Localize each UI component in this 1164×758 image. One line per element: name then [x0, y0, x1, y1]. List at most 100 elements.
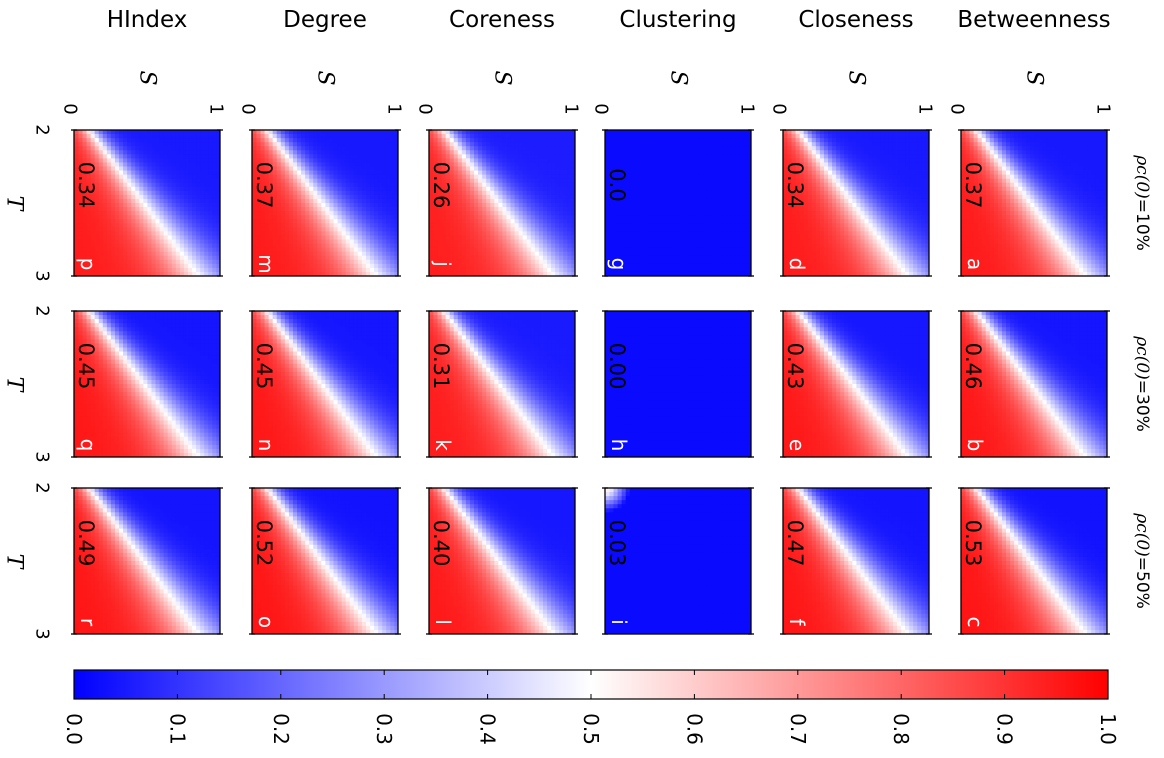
heatmap-cell — [989, 158, 993, 162]
heatmap-cell — [1087, 408, 1091, 412]
heatmap-cell — [897, 187, 901, 191]
heatmap-cell — [1099, 606, 1103, 610]
heatmap-cell — [965, 585, 969, 589]
heatmap-cell — [1054, 268, 1058, 272]
heatmap-cell — [811, 195, 815, 199]
heatmap-cell — [1071, 175, 1075, 179]
heatmap-cell — [824, 207, 828, 211]
heatmap-cell — [807, 187, 811, 191]
heatmap-cell — [1079, 553, 1083, 557]
heatmap-cell — [1002, 589, 1006, 593]
heatmap-cell — [993, 541, 997, 545]
heatmap-cell — [1083, 315, 1087, 319]
heatmap-cell — [989, 441, 993, 445]
heatmap-cell — [848, 150, 852, 154]
heatmap-cell — [1087, 364, 1091, 368]
heatmap-cell — [1026, 581, 1030, 585]
heatmap-cell — [1079, 404, 1083, 408]
heatmap-cell — [1042, 183, 1046, 187]
heatmap-cell — [1058, 372, 1062, 376]
heatmap-cell — [1030, 488, 1034, 492]
heatmap-cell — [1083, 331, 1087, 335]
heatmap-cell — [1026, 203, 1030, 207]
heatmap-cell — [1083, 449, 1087, 453]
heatmap-cell — [1058, 231, 1062, 235]
heatmap-cell — [1002, 260, 1006, 264]
heatmap-cell — [1050, 231, 1054, 235]
heatmap-cell — [973, 146, 977, 150]
heatmap-cell — [981, 573, 985, 577]
heatmap-cell — [1006, 327, 1010, 331]
heatmap-cell — [1058, 199, 1062, 203]
heatmap-cell — [828, 227, 832, 231]
heatmap-cell — [840, 211, 844, 215]
heatmap-cell — [961, 142, 965, 146]
heatmap-cell — [811, 203, 815, 207]
heatmap-cell — [1006, 364, 1010, 368]
heatmap-cell — [840, 195, 844, 199]
heatmap-cell — [1062, 492, 1066, 496]
heatmap-cell — [909, 154, 913, 158]
heatmap-cell — [791, 215, 795, 219]
heatmap-cell — [1030, 516, 1034, 520]
heatmap-cell — [1026, 557, 1030, 561]
heatmap-cell — [998, 396, 1002, 400]
heatmap-cell — [840, 240, 844, 244]
heatmap-cell — [1018, 581, 1022, 585]
heatmap-cell — [1050, 529, 1054, 533]
heatmap-cell — [993, 533, 997, 537]
heatmap-cell — [811, 162, 815, 166]
heatmap-cell — [1026, 585, 1030, 589]
heatmap-cell — [1026, 529, 1030, 533]
heatmap-cell — [993, 311, 997, 315]
heatmap-cell — [1038, 171, 1042, 175]
heatmap-cell — [1066, 352, 1070, 356]
heatmap-cell — [856, 223, 860, 227]
heatmap-cell — [1079, 441, 1083, 445]
heatmap-cell — [1002, 264, 1006, 268]
heatmap-cell — [820, 154, 824, 158]
heatmap-cell — [1038, 618, 1042, 622]
heatmap-cell — [828, 154, 832, 158]
heatmap-cell — [820, 191, 824, 195]
heatmap-cell — [1006, 348, 1010, 352]
heatmap-cell — [1075, 437, 1079, 441]
heatmap-cell — [973, 400, 977, 404]
heatmap-cell — [998, 549, 1002, 553]
heatmap-cell — [1083, 429, 1087, 433]
heatmap-cell — [909, 179, 913, 183]
heatmap-cell — [977, 146, 981, 150]
heatmap-cell — [998, 520, 1002, 524]
heatmap-cell — [1062, 252, 1066, 256]
heatmap-cell — [985, 240, 989, 244]
heatmap-cell — [1006, 606, 1010, 610]
heatmap-cell — [1006, 154, 1010, 158]
heatmap-cell — [1062, 500, 1066, 504]
heatmap-cell — [1026, 573, 1030, 577]
heatmap-cell — [993, 134, 997, 138]
heatmap-cell — [981, 231, 985, 235]
heatmap-cell — [1071, 227, 1075, 231]
heatmap-cell — [1075, 311, 1079, 315]
heatmap-cell — [1026, 388, 1030, 392]
heatmap-cell — [985, 516, 989, 520]
heatmap-cell — [1087, 573, 1091, 577]
heatmap-cell — [1030, 437, 1034, 441]
heatmap-cell — [1006, 138, 1010, 142]
heatmap-cell — [973, 138, 977, 142]
heatmap-cell — [1071, 167, 1075, 171]
heatmap-cell — [998, 203, 1002, 207]
heatmap-cell — [888, 244, 892, 248]
heatmap-cell — [828, 150, 832, 154]
heatmap-cell — [961, 425, 965, 429]
heatmap-cell — [1042, 227, 1046, 231]
heatmap-cell — [1042, 488, 1046, 492]
heatmap-cell — [985, 195, 989, 199]
heatmap-cell — [1058, 412, 1062, 416]
heatmap-cell — [1087, 215, 1091, 219]
heatmap-cell — [1030, 416, 1034, 420]
heatmap-cell — [1058, 545, 1062, 549]
heatmap-cell — [1006, 130, 1010, 134]
heatmap-cell — [1030, 445, 1034, 449]
heatmap-cell — [1058, 614, 1062, 618]
